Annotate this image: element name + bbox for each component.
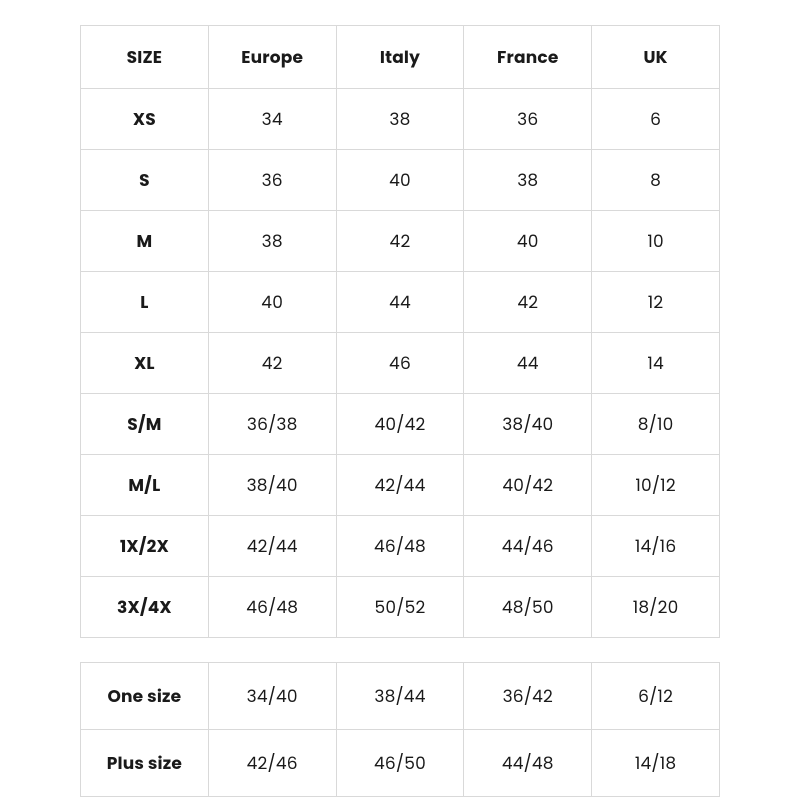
cell-europe: 38	[208, 211, 336, 272]
size-label: One size	[81, 663, 209, 730]
cell-uk: 14/18	[592, 730, 720, 797]
cell-italy: 40/42	[336, 394, 464, 455]
cell-france: 36	[464, 89, 592, 150]
cell-italy: 38/44	[336, 663, 464, 730]
cell-uk: 14/16	[592, 516, 720, 577]
cell-europe: 38/40	[208, 455, 336, 516]
table-row: S/M 36/38 40/42 38/40 8/10	[81, 394, 720, 455]
table-row: S 36 40 38 8	[81, 150, 720, 211]
cell-italy: 42/44	[336, 455, 464, 516]
cell-europe: 46/48	[208, 577, 336, 638]
cell-france: 36/42	[464, 663, 592, 730]
table-row: One size 34/40 38/44 36/42 6/12	[81, 663, 720, 730]
cell-uk: 10/12	[592, 455, 720, 516]
cell-france: 48/50	[464, 577, 592, 638]
cell-france: 38/40	[464, 394, 592, 455]
cell-france: 44	[464, 333, 592, 394]
cell-italy: 46/48	[336, 516, 464, 577]
table-gap	[80, 638, 720, 662]
cell-uk: 6	[592, 89, 720, 150]
cell-uk: 12	[592, 272, 720, 333]
cell-france: 40	[464, 211, 592, 272]
size-label: S/M	[81, 394, 209, 455]
cell-europe: 42/46	[208, 730, 336, 797]
size-label: 1X/2X	[81, 516, 209, 577]
cell-italy: 42	[336, 211, 464, 272]
table-row: 1X/2X 42/44 46/48 44/46 14/16	[81, 516, 720, 577]
cell-europe: 34	[208, 89, 336, 150]
table-header-row: SIZE Europe Italy France UK	[81, 26, 720, 89]
size-label: Plus size	[81, 730, 209, 797]
col-header-uk: UK	[592, 26, 720, 89]
cell-europe: 42	[208, 333, 336, 394]
table-row: M/L 38/40 42/44 40/42 10/12	[81, 455, 720, 516]
cell-uk: 8	[592, 150, 720, 211]
cell-uk: 8/10	[592, 394, 720, 455]
cell-italy: 44	[336, 272, 464, 333]
cell-europe: 36	[208, 150, 336, 211]
table-row: XS 34 38 36 6	[81, 89, 720, 150]
size-label: M/L	[81, 455, 209, 516]
cell-italy: 40	[336, 150, 464, 211]
table-row: L 40 44 42 12	[81, 272, 720, 333]
cell-europe: 42/44	[208, 516, 336, 577]
cell-france: 44/48	[464, 730, 592, 797]
cell-uk: 18/20	[592, 577, 720, 638]
size-table-main: SIZE Europe Italy France UK XS 34 38 36 …	[80, 25, 720, 638]
cell-italy: 38	[336, 89, 464, 150]
col-header-europe: Europe	[208, 26, 336, 89]
col-header-size: SIZE	[81, 26, 209, 89]
cell-italy: 46	[336, 333, 464, 394]
cell-uk: 14	[592, 333, 720, 394]
table-row: 3X/4X 46/48 50/52 48/50 18/20	[81, 577, 720, 638]
col-header-italy: Italy	[336, 26, 464, 89]
cell-europe: 36/38	[208, 394, 336, 455]
size-label: L	[81, 272, 209, 333]
cell-france: 38	[464, 150, 592, 211]
size-label: 3X/4X	[81, 577, 209, 638]
cell-france: 44/46	[464, 516, 592, 577]
cell-europe: 34/40	[208, 663, 336, 730]
size-label: S	[81, 150, 209, 211]
size-label: XL	[81, 333, 209, 394]
cell-france: 40/42	[464, 455, 592, 516]
size-table-extra: One size 34/40 38/44 36/42 6/12 Plus siz…	[80, 662, 720, 797]
cell-uk: 6/12	[592, 663, 720, 730]
size-chart-container: SIZE Europe Italy France UK XS 34 38 36 …	[0, 0, 800, 800]
col-header-france: France	[464, 26, 592, 89]
cell-italy: 46/50	[336, 730, 464, 797]
table-row: XL 42 46 44 14	[81, 333, 720, 394]
table-row: Plus size 42/46 46/50 44/48 14/18	[81, 730, 720, 797]
cell-france: 42	[464, 272, 592, 333]
table-row: M 38 42 40 10	[81, 211, 720, 272]
cell-europe: 40	[208, 272, 336, 333]
cell-italy: 50/52	[336, 577, 464, 638]
cell-uk: 10	[592, 211, 720, 272]
size-label: M	[81, 211, 209, 272]
size-label: XS	[81, 89, 209, 150]
